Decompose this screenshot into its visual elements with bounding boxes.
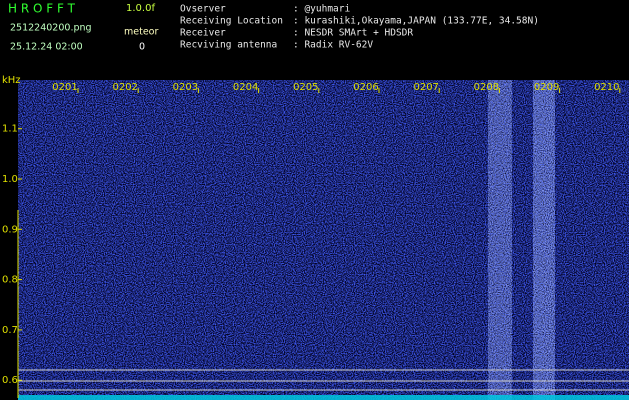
freq-label: 0.8	[2, 275, 18, 286]
time-label: 0202	[112, 82, 137, 93]
time-label: 0205	[293, 82, 318, 93]
time-label: 0201	[52, 82, 77, 93]
date-time: 25.12.24 02:00	[10, 42, 83, 53]
info-label: Receiver	[180, 28, 226, 39]
info-value: : @yuhmari	[293, 4, 350, 15]
info-value: : NESDR SMArt + HDSDR	[293, 28, 413, 39]
meteor-label: meteor	[124, 27, 158, 38]
time-label: 0206	[353, 82, 378, 93]
signal-band	[488, 80, 512, 400]
time-label: 0203	[173, 82, 198, 93]
time-label: 0204	[233, 82, 258, 93]
freq-label: 0.7	[2, 325, 18, 336]
signal-band	[533, 80, 555, 400]
app-title: H R O F F T	[8, 2, 76, 16]
freq-label: 1.0	[2, 174, 18, 185]
waterfall-noise	[18, 80, 629, 400]
unit-label: kHz	[2, 75, 21, 86]
freq-label: 0.6	[2, 375, 18, 386]
time-label: 0208	[474, 82, 499, 93]
baseline-signal	[18, 395, 629, 400]
file-name: 2512240200.png	[10, 23, 92, 34]
info-label: Receiving Location	[180, 16, 283, 27]
info-label: Recviving antenna	[180, 40, 277, 51]
freq-label: 1.1	[2, 124, 18, 135]
info-value: : kurashiki,Okayama,JAPAN (133.77E, 34.5…	[293, 16, 539, 27]
info-value: : Radix RV-62V	[293, 40, 373, 51]
time-label: 0207	[413, 82, 438, 93]
version: 1.0.0f	[126, 3, 155, 14]
meteor-count: 0	[139, 42, 145, 53]
freq-label: 0.9	[2, 224, 18, 235]
info-label: Ovserver	[180, 4, 226, 15]
time-label: 0209	[534, 82, 559, 93]
time-label: 0210	[594, 82, 619, 93]
